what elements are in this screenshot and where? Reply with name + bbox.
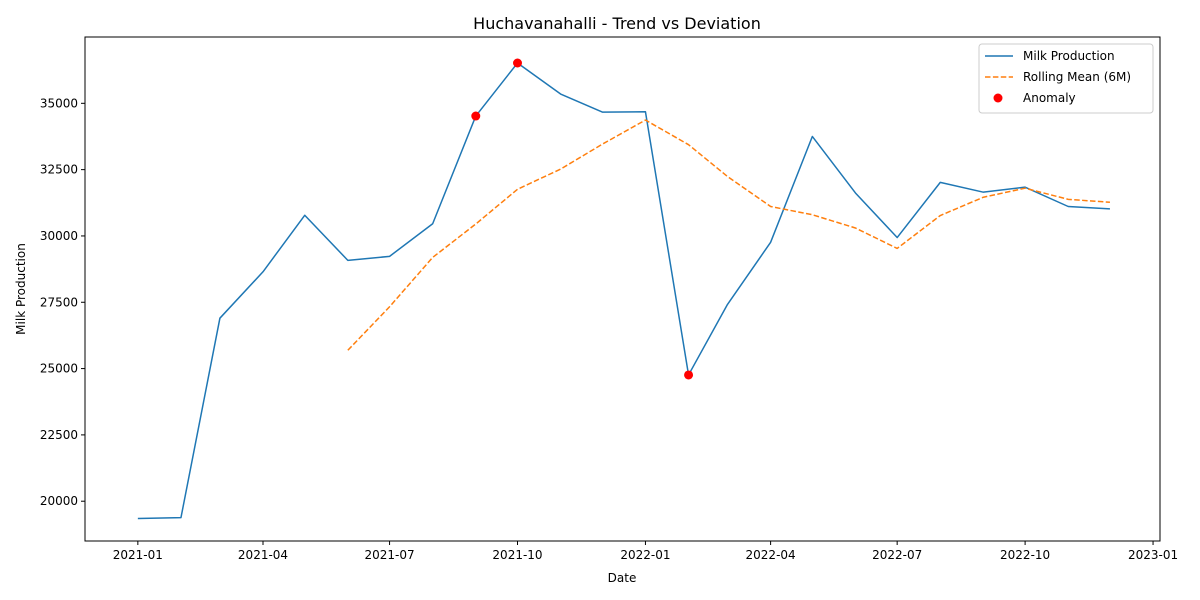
x-axis: 2021-01 2021-04 2021-07 2021-10 2022-01 2022-… [113, 541, 1178, 562]
x-tick-label: 2021-01 [113, 548, 163, 562]
y-tick-label: 30000 [40, 229, 78, 243]
chart-title: Huchavanahalli - Trend vs Deviation [473, 14, 761, 33]
x-tick-label: 2021-04 [238, 548, 288, 562]
plot-frame [84, 36, 1161, 542]
y-tick-label: 20000 [40, 494, 78, 508]
x-axis-title: Date [608, 571, 637, 585]
plot-area [137, 58, 1110, 520]
legend-marker [993, 93, 1003, 103]
legend: Milk Production Rolling Mean (6M) Anomaly [978, 43, 1154, 114]
legend-label: Milk Production [1023, 49, 1115, 63]
y-axis: 20000 22500 25000 27500 30000 32500 35000 [40, 96, 85, 508]
x-tick-label: 2022-07 [872, 548, 922, 562]
y-tick-label: 27500 [40, 295, 78, 309]
y-tick-label: 22500 [40, 428, 78, 442]
x-tick-label: 2023-01 [1128, 548, 1178, 562]
legend-label: Anomaly [1023, 91, 1076, 105]
legend-box [978, 43, 1154, 114]
x-tick-label: 2022-10 [1000, 548, 1050, 562]
legend-label: Rolling Mean (6M) [1023, 70, 1131, 84]
x-tick-label: 2022-04 [746, 548, 796, 562]
x-tick-label: 2022-01 [620, 548, 670, 562]
y-axis-title: Milk Production [14, 243, 28, 335]
x-tick-label: 2021-07 [364, 548, 414, 562]
anomaly-point [684, 370, 694, 380]
y-tick-label: 35000 [40, 96, 78, 110]
anomaly-point [471, 111, 481, 121]
anomaly-point [513, 58, 523, 68]
series-line-0 [137, 62, 1110, 520]
x-tick-label: 2021-10 [492, 548, 542, 562]
y-tick-label: 25000 [40, 362, 78, 376]
series-line-1 [347, 119, 1110, 351]
y-tick-label: 32500 [40, 163, 78, 177]
